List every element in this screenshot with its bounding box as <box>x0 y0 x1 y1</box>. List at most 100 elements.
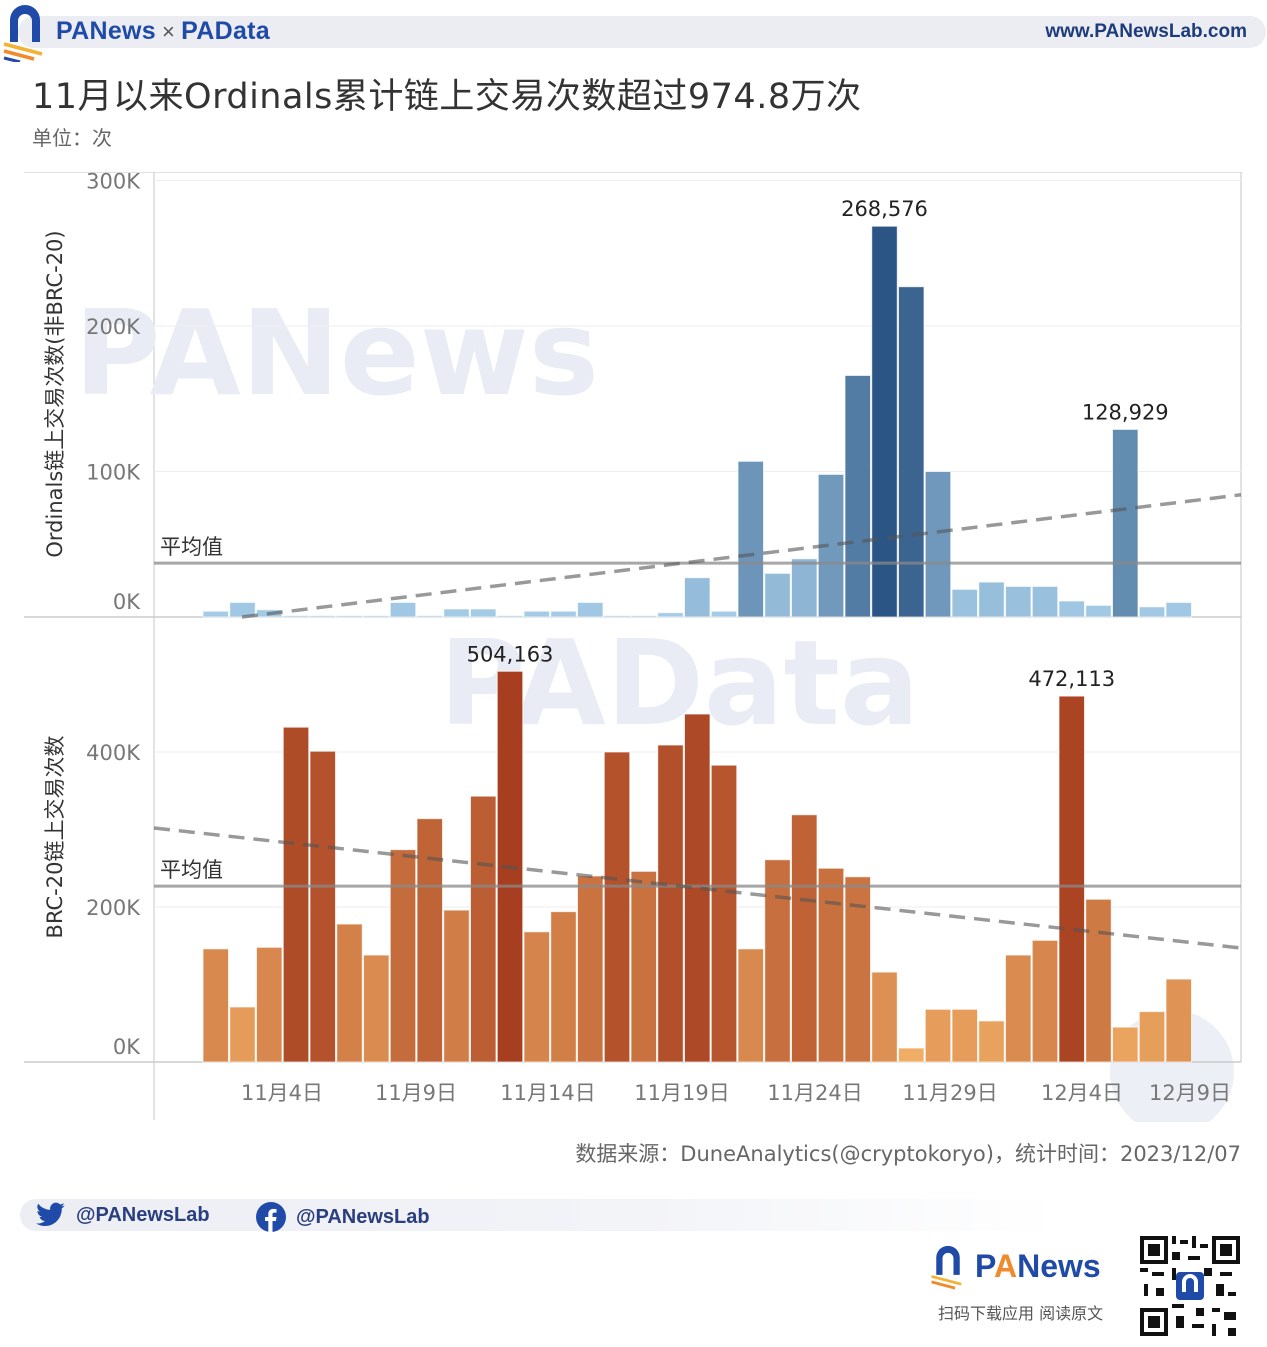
bar-12-3[interactable] <box>1058 695 1085 1063</box>
bar-value-annotation: 268,576 <box>841 197 928 221</box>
bar-11-12[interactable] <box>496 615 524 618</box>
bar-11-20[interactable] <box>710 764 738 1063</box>
bar-11-26[interactable] <box>871 225 898 618</box>
bar-11-8[interactable] <box>389 849 417 1063</box>
bar-11-11[interactable] <box>470 608 497 618</box>
brand-padata: PAData <box>181 17 271 45</box>
footer-brand: PANews <box>975 1248 1101 1284</box>
bar-11-14[interactable] <box>550 610 577 618</box>
y-tick-label: 300K <box>86 172 141 194</box>
bar-12-7[interactable] <box>1165 978 1192 1063</box>
bar-11-9[interactable] <box>416 615 443 618</box>
bar-11-30[interactable] <box>978 581 1005 618</box>
bar-11-8[interactable] <box>389 601 417 618</box>
bar-11-7[interactable] <box>363 954 390 1063</box>
bar-11-21[interactable] <box>737 460 764 618</box>
x-tick-label: 11月4日 <box>241 1081 323 1105</box>
bar-12-2[interactable] <box>1031 585 1059 618</box>
bar-11-16[interactable] <box>603 751 631 1063</box>
bar-11-7[interactable] <box>363 615 390 618</box>
bar-11-28[interactable] <box>924 471 952 618</box>
x-tick-label: 11月9日 <box>375 1081 457 1105</box>
brand-title: PANews × PAData <box>56 17 270 46</box>
bar-12-2[interactable] <box>1031 939 1059 1063</box>
bar-11-9[interactable] <box>416 818 443 1063</box>
bar-11-11[interactable] <box>470 795 497 1063</box>
bar-11-30[interactable] <box>978 1020 1005 1063</box>
bar-12-3[interactable] <box>1058 600 1085 618</box>
twitter-link[interactable]: @PANewsLab <box>36 1202 210 1228</box>
site-url-link[interactable]: www.PANewsLab.com <box>1045 21 1247 42</box>
chart-area: PANews PAData 0K 100K 200K 300K Ordinals链上交易次数… <box>24 170 1242 1134</box>
bar-12-1[interactable] <box>1005 954 1032 1063</box>
bar-12-4[interactable] <box>1085 898 1112 1063</box>
watermark-panews: PANews <box>74 284 599 422</box>
bar-11-28[interactable] <box>924 1008 952 1063</box>
bar-11-26[interactable] <box>871 971 898 1063</box>
bar-11-27[interactable] <box>898 286 925 618</box>
bar-12-7[interactable] <box>1165 601 1192 618</box>
bar-11-19[interactable] <box>684 577 711 618</box>
bar-11-29[interactable] <box>951 588 978 618</box>
trend-line <box>241 493 1242 619</box>
bar-11-20[interactable] <box>710 610 738 618</box>
bar-11-14[interactable] <box>550 911 577 1063</box>
bar-11-6[interactable] <box>336 615 363 618</box>
bar-11-21[interactable] <box>737 948 764 1063</box>
bar-12-5[interactable] <box>1112 428 1139 618</box>
bar-11-15[interactable] <box>577 601 604 618</box>
y-tick-label: 200K <box>86 896 141 920</box>
bar-11-23[interactable] <box>791 814 818 1063</box>
x-tick-label: 12月4日 <box>1041 1081 1123 1105</box>
bar-11-29[interactable] <box>951 1008 978 1063</box>
bar-11-17[interactable] <box>630 615 657 618</box>
bar-11-13[interactable] <box>523 610 550 618</box>
bar-11-23[interactable] <box>791 558 818 618</box>
bar-11-6[interactable] <box>336 923 363 1063</box>
bar-11-22[interactable] <box>764 572 791 618</box>
y-tick-label: 0K <box>113 590 141 614</box>
bar-11-4[interactable] <box>282 726 310 1063</box>
y-axis-title: Ordinals链上交易次数(非BRC-20) <box>43 230 67 557</box>
twitter-handle: @PANewsLab <box>76 1203 210 1226</box>
bar-11-18[interactable] <box>657 612 684 618</box>
twitter-icon <box>36 1202 65 1226</box>
panews-logo-icon <box>3 5 43 62</box>
x-tick-label: 11月14日 <box>500 1081 595 1105</box>
bar-11-1[interactable] <box>202 948 229 1063</box>
bar-11-5[interactable] <box>309 615 336 618</box>
bar-11-25[interactable] <box>844 876 871 1063</box>
bar-12-6[interactable] <box>1138 1011 1166 1063</box>
qr-code-icon[interactable] <box>1140 1236 1240 1336</box>
bar-11-4[interactable] <box>282 615 310 618</box>
bar-11-18[interactable] <box>657 744 684 1063</box>
y-tick-label: 200K <box>86 315 141 339</box>
bar-11-15[interactable] <box>577 875 604 1063</box>
bar-12-6[interactable] <box>1138 606 1166 618</box>
facebook-link[interactable]: @PANewsLab <box>256 1202 430 1232</box>
header-bar <box>18 16 1266 48</box>
bar-11-27[interactable] <box>898 1047 925 1063</box>
bar-11-22[interactable] <box>764 859 791 1063</box>
bar-11-10[interactable] <box>443 608 470 618</box>
bar-11-24[interactable] <box>817 867 845 1063</box>
data-source-note: 数据来源：DuneAnalytics(@cryptokoryo)，统计时间：20… <box>575 1142 1241 1166</box>
brand-panews: PANews <box>56 17 156 45</box>
bar-11-13[interactable] <box>523 931 550 1063</box>
unit-label: 单位：次 <box>32 126 112 150</box>
bar-11-3[interactable] <box>256 946 283 1063</box>
bar-11-1[interactable] <box>202 610 229 618</box>
bar-11-10[interactable] <box>443 909 470 1063</box>
bar-11-17[interactable] <box>630 870 657 1063</box>
x-tick-label: 11月19日 <box>634 1081 729 1105</box>
bar-12-4[interactable] <box>1085 604 1112 618</box>
bar-11-5[interactable] <box>309 750 336 1063</box>
bar-11-25[interactable] <box>844 374 871 618</box>
bar-12-5[interactable] <box>1112 1026 1139 1063</box>
bar-value-annotation: 128,929 <box>1082 400 1169 424</box>
brand-separator: × <box>161 19 176 44</box>
bar-11-2[interactable] <box>229 1006 256 1063</box>
bar-12-1[interactable] <box>1005 585 1032 618</box>
chart-panel-brc20: 0K 200K 400K BRC-20链上交易次数 平均值 504,163 472,113 <box>24 642 1242 1063</box>
bar-11-16[interactable] <box>603 615 631 618</box>
